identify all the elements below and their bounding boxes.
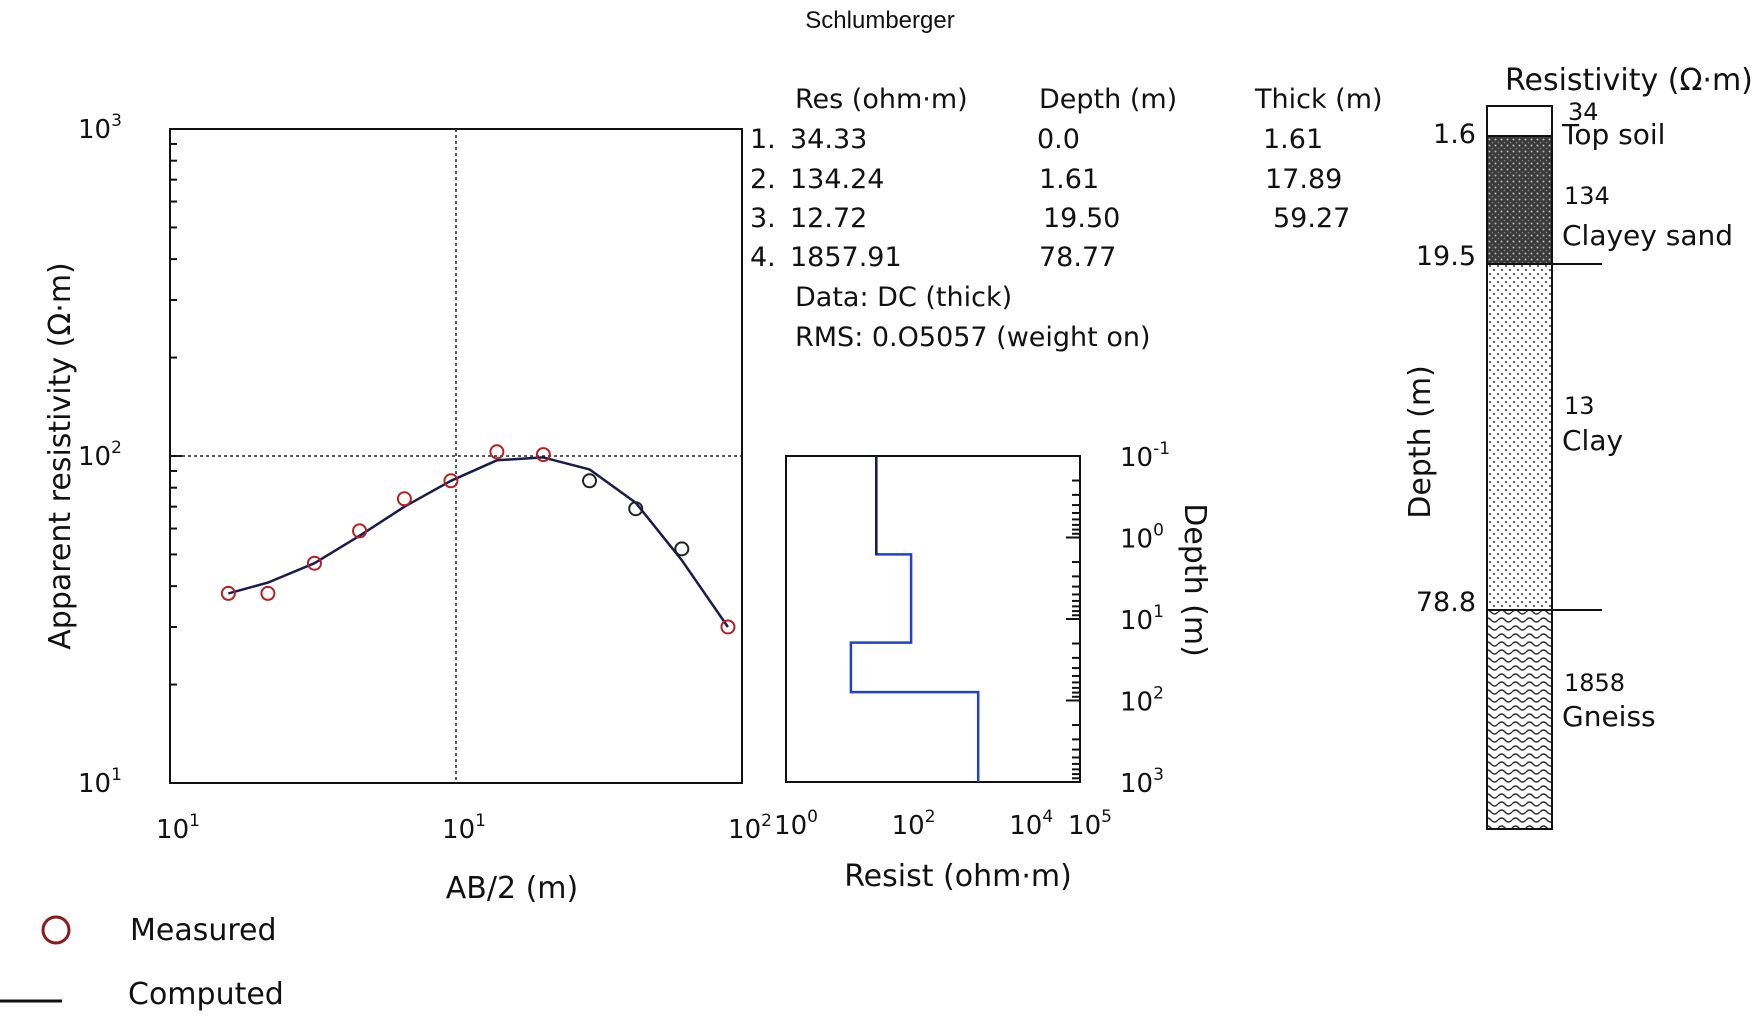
boundary-depth-label: 19.5 xyxy=(1416,241,1476,272)
y-tick-labels: 103 102 101 xyxy=(78,111,122,799)
depth-tick-label: 100 xyxy=(1120,521,1164,555)
layer-clay xyxy=(1486,263,1553,611)
results-table: Res (ohm·m) Depth (m) Thick (m) 1. 34.33… xyxy=(750,84,1383,353)
layer-res-label: 13 xyxy=(1564,392,1595,420)
layer-res-label: 34 xyxy=(1568,98,1599,126)
figure-title: Schlumberger xyxy=(805,7,954,34)
gridlines xyxy=(170,129,742,783)
row-depth: 0.0 xyxy=(1037,124,1080,155)
header-res: Res (ohm·m) xyxy=(795,84,968,115)
measured-series xyxy=(220,444,736,635)
row-res: 1857.91 xyxy=(790,242,902,273)
x-tick-label: 101 xyxy=(156,811,200,845)
resist-tick-label: 102 xyxy=(892,807,936,841)
x-axis-label: AB/2 (m) xyxy=(446,871,578,906)
measured-point xyxy=(352,523,368,539)
measured-legend-label: Measured xyxy=(130,913,277,948)
row-thick: 17.89 xyxy=(1265,164,1342,195)
y-tick-label: 101 xyxy=(78,765,122,799)
row-thick: 1.61 xyxy=(1263,124,1323,155)
row-index: 3. xyxy=(750,203,776,234)
computed-line xyxy=(228,456,729,628)
measured-point xyxy=(720,619,736,635)
depth-tick-label: 101 xyxy=(1120,602,1164,636)
row-res: 134.24 xyxy=(790,164,884,195)
model-line xyxy=(849,456,980,782)
row-index: 2. xyxy=(750,164,776,195)
rms-line: RMS: 0.O5057 (weight on) xyxy=(795,322,1151,353)
header-depth: Depth (m) xyxy=(1039,84,1177,115)
layer-top-soil xyxy=(1486,105,1553,137)
layer-name-label: Clayey sand xyxy=(1562,219,1733,252)
layer-gneiss xyxy=(1486,609,1553,830)
measured-point xyxy=(535,447,551,463)
resist-tick-labels: 100 102 104 105 xyxy=(774,807,1112,841)
y-tick-label: 102 xyxy=(78,438,122,472)
data-type-line: Data: DC (thick) xyxy=(795,282,1012,313)
depth-axis-label: Depth (m) xyxy=(1177,503,1212,657)
x-tick-label: 102 xyxy=(728,811,772,845)
measured-point xyxy=(582,473,598,489)
measured-point xyxy=(260,585,276,601)
layer-clayey-sand xyxy=(1486,135,1553,265)
layer-name-label: Gneiss xyxy=(1562,700,1656,733)
measured-point xyxy=(674,541,690,557)
x-tick-labels: 101 101 102 xyxy=(156,811,772,845)
row-depth: 19.50 xyxy=(1043,203,1120,234)
header-thick: Thick (m) xyxy=(1254,84,1383,115)
row-res: 34.33 xyxy=(790,124,867,155)
measured-point xyxy=(306,555,322,571)
column-depth-label: Depth (m) xyxy=(1403,365,1438,519)
depth-tick-label: 10-1 xyxy=(1120,439,1170,473)
measured-point xyxy=(489,444,505,460)
layer-name-label: Top soil xyxy=(1561,118,1665,151)
measured-point xyxy=(628,501,644,517)
row-depth: 1.61 xyxy=(1039,164,1099,195)
sounding-chart: 103 102 101 101 101 102 Apparent resistivity… xyxy=(43,111,772,906)
depth-tick-labels: 10-1 100 101 102 103 xyxy=(1120,439,1170,799)
y-axis-label: Apparent resistivity (Ω·m) xyxy=(43,262,78,650)
layer-model-chart: 10-1 100 101 102 103 100 102 104 105 Resist (oh… xyxy=(774,439,1212,894)
layer-res-label: 134 xyxy=(1564,182,1610,210)
resist-tick-label: 100 xyxy=(774,807,818,841)
row-index: 4. xyxy=(750,242,776,273)
column-title: Resistivity (Ω·m) xyxy=(1505,63,1752,98)
row-res: 12.72 xyxy=(790,203,867,234)
depth-tick-label: 103 xyxy=(1120,765,1164,799)
resist-axis-label: Resist (ohm·m) xyxy=(844,859,1072,894)
depth-tick-label: 102 xyxy=(1120,684,1164,718)
y-tick-label: 103 xyxy=(78,111,122,145)
measured-point xyxy=(396,491,412,507)
measured-point xyxy=(443,473,459,489)
depth-minor-ticks xyxy=(1066,455,1080,780)
row-index: 1. xyxy=(750,124,776,155)
model-series xyxy=(849,456,980,782)
resist-tick-label: 104 xyxy=(1009,807,1053,841)
row-thick: 59.27 xyxy=(1273,203,1350,234)
row-depth: 78.77 xyxy=(1039,242,1116,273)
boundary-depth-label: 78.8 xyxy=(1416,587,1476,618)
boundary-depth-label: 1.6 xyxy=(1433,119,1476,150)
resist-tick-label: 105 xyxy=(1068,807,1112,841)
lithology-column: Resistivity (Ω·m) Depth (m) 1.6 19.5 78.… xyxy=(1403,63,1752,830)
layer-name-label: Clay xyxy=(1562,424,1623,457)
legend: Measured Computed xyxy=(0,913,284,1012)
computed-legend-label: Computed xyxy=(128,977,284,1012)
model-plot-frame xyxy=(785,455,1081,783)
x-tick-label: 101 xyxy=(442,811,486,845)
measured-legend-marker xyxy=(41,915,71,945)
computed-series xyxy=(228,456,729,628)
layer-res-label: 1858 xyxy=(1564,669,1625,697)
measured-point xyxy=(220,585,236,601)
